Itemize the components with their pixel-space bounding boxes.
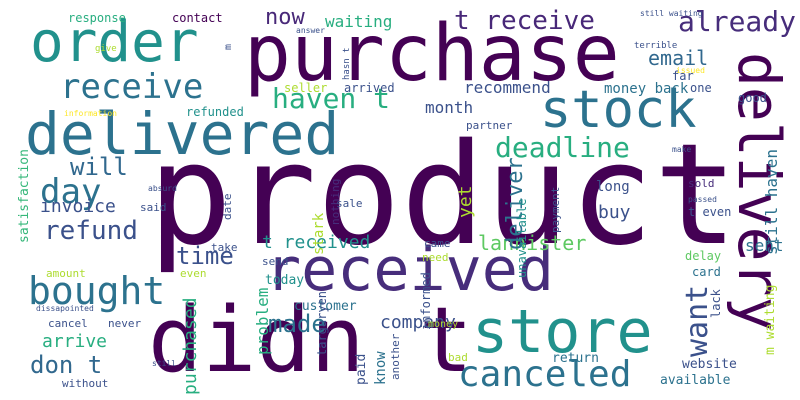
word-day: day: [40, 172, 102, 212]
word-m: m: [223, 43, 234, 50]
word-send: send: [262, 255, 289, 268]
word-available: available: [660, 373, 731, 388]
word-response: response: [68, 11, 126, 25]
word-didn-t: didn t: [148, 288, 474, 393]
word-received: received: [265, 235, 554, 305]
word-canceled: canceled: [458, 354, 632, 395]
word-far: far: [672, 69, 694, 83]
word-money: money: [428, 319, 459, 330]
word-stark: stark: [311, 212, 327, 255]
word-cancel: cancel: [48, 317, 88, 330]
word-arrive: arrive: [42, 331, 108, 352]
word-payment: payment: [549, 186, 562, 233]
word-t-receive: t receive: [454, 6, 595, 36]
word-now: now: [265, 5, 305, 30]
word-t-even: t even: [688, 205, 732, 219]
word-today: today: [265, 273, 305, 288]
word-seller: seller: [284, 81, 328, 95]
word-refund: refund: [44, 216, 138, 246]
word-refunded: refunded: [186, 105, 244, 119]
word-problem: problem: [253, 287, 272, 355]
word-t-received: t received: [262, 232, 371, 253]
word-need: need: [422, 251, 449, 264]
word-m-waiting: m waiting: [763, 284, 778, 355]
word-make: make: [672, 145, 692, 154]
word-order: order: [30, 10, 199, 75]
word-month: month: [425, 98, 474, 117]
word-one: one: [690, 81, 712, 95]
word-receive: receive: [60, 67, 204, 107]
word-lack: lack: [709, 289, 723, 318]
word-know: know: [373, 351, 389, 385]
word-company: company: [380, 312, 456, 333]
word-lannister: lannister: [478, 231, 587, 255]
word-information: information: [64, 109, 117, 118]
word-another: another: [389, 333, 402, 380]
word-delivered: delivered: [25, 100, 340, 168]
word-delay: delay: [685, 249, 722, 263]
word-deadline: deadline: [495, 131, 630, 164]
word-contact: contact: [172, 11, 223, 25]
word-customer: customer: [294, 299, 357, 314]
word-satisfaction: satisfaction: [17, 149, 32, 243]
word-targaryen: targaryen: [315, 290, 329, 356]
word-unavailable: unavailable: [515, 198, 529, 278]
word-website: website: [682, 357, 737, 372]
word-buy: buy: [598, 202, 631, 223]
word-passed: passed: [688, 195, 717, 204]
word-invoice: invoice: [40, 196, 116, 217]
word-answer: answer: [296, 26, 325, 35]
word-email: email: [648, 46, 709, 70]
word-sold: sold: [688, 177, 715, 190]
word-dissapointed: dissapointed: [36, 304, 94, 313]
word-still-waiting: still waiting: [640, 9, 703, 18]
word-give: give: [95, 44, 117, 54]
word-money-back: money back: [604, 81, 689, 97]
word-waiting: waiting: [325, 12, 393, 31]
word-good: good: [738, 91, 767, 105]
word-never: never: [108, 317, 142, 330]
word-still: still: [152, 359, 177, 368]
word-bad: bad: [448, 351, 468, 364]
word-made: made: [268, 310, 326, 338]
word-stock: stock: [540, 80, 697, 140]
word-purchased: purchased: [180, 297, 201, 395]
word-will: will: [70, 153, 128, 181]
word-recommend: recommend: [464, 78, 551, 97]
word-arrived: arrived: [344, 81, 395, 95]
word-purchase: purchase: [244, 9, 620, 99]
word-even: even: [180, 267, 207, 280]
word-long: long: [596, 179, 630, 195]
word-product: product: [148, 114, 739, 277]
word-yet: yet: [455, 185, 476, 218]
word-already: already: [678, 5, 797, 38]
word-without: without: [62, 377, 109, 390]
word-store: store: [472, 297, 653, 367]
word-don-t: don t: [30, 351, 103, 379]
word-date: date: [221, 193, 234, 221]
word-time: time: [176, 242, 234, 270]
word-partner: partner: [466, 119, 513, 132]
word-issued: issued: [676, 66, 705, 75]
word-return: return: [552, 351, 599, 366]
word-came: came: [424, 237, 451, 250]
word-paid: paid: [354, 353, 369, 385]
word-still-haven: still haven: [762, 149, 781, 255]
word-bought: bought: [28, 269, 166, 313]
word-absurd: absurd: [148, 184, 177, 193]
word-hasn-t: hasn t: [342, 47, 352, 80]
word-card: card: [692, 265, 721, 279]
word-take: take: [211, 241, 238, 254]
word-haven-t: haven t: [272, 82, 391, 115]
word-terrible: terrible: [634, 41, 678, 51]
word-amount: amount: [46, 267, 86, 280]
word-said: said: [140, 201, 167, 214]
word-sale: sale: [336, 197, 363, 210]
word-sent: sent: [745, 236, 784, 255]
